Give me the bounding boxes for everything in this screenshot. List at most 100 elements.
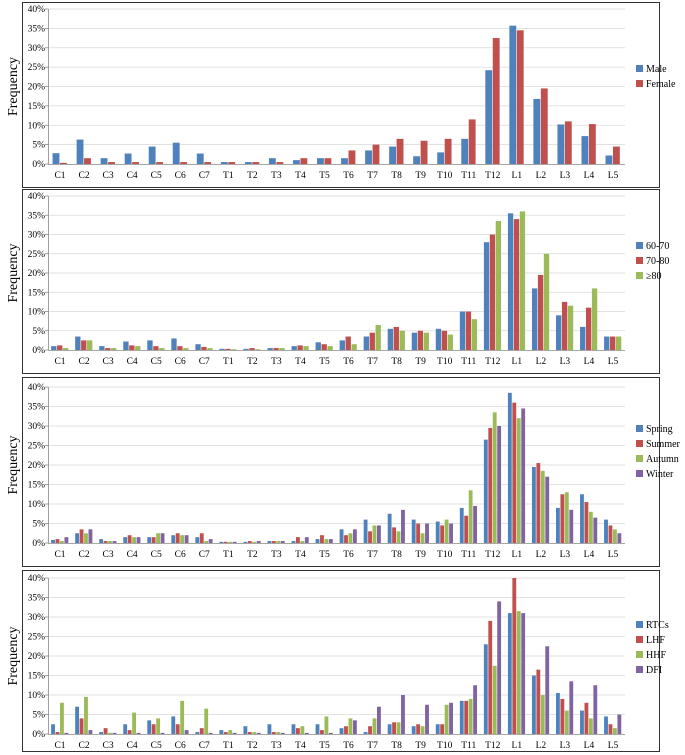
x-tick-label: T5 <box>319 357 330 367</box>
bar <box>425 704 429 734</box>
bar <box>339 529 344 543</box>
y-axis-title: Frequency <box>6 57 21 116</box>
bar <box>537 274 544 350</box>
bar <box>612 529 617 543</box>
bar <box>495 221 502 350</box>
bar <box>279 348 285 350</box>
bar <box>344 726 348 734</box>
bar <box>519 211 526 350</box>
bar <box>324 539 329 543</box>
bar <box>564 710 569 734</box>
series-DFI <box>64 601 622 734</box>
x-tick-label: L5 <box>608 171 619 181</box>
bar <box>608 525 613 543</box>
bar <box>617 714 622 734</box>
x-tick-label: C2 <box>79 357 90 367</box>
x-tick-label: T4 <box>295 171 306 181</box>
x-tick-label: T1 <box>223 171 234 181</box>
x-tick-label: T2 <box>247 741 258 751</box>
bar <box>377 525 381 543</box>
y-tick-label: 30% <box>28 613 46 623</box>
series-Summer <box>55 402 613 543</box>
legend-swatch <box>636 80 643 87</box>
bar <box>444 519 449 543</box>
x-tick-label: T4 <box>295 550 306 560</box>
bar <box>363 336 369 350</box>
bar <box>604 519 608 543</box>
x-tick-label: T11 <box>461 550 476 560</box>
bar <box>471 319 478 350</box>
bar <box>108 541 112 543</box>
bar <box>588 124 596 164</box>
x-tick-label: T1 <box>223 741 234 751</box>
bar <box>295 537 300 543</box>
bar <box>87 340 93 350</box>
x-tick-label: L5 <box>608 741 619 751</box>
bar <box>76 139 84 164</box>
bar <box>468 698 473 734</box>
legend-label: DFI <box>646 665 662 676</box>
series-≥80 <box>62 211 622 350</box>
x-tick-label: L1 <box>512 357 523 367</box>
bar <box>151 537 156 543</box>
bar <box>304 537 309 543</box>
bar <box>464 700 469 734</box>
y-tick-label: 30% <box>28 231 46 241</box>
bar <box>444 704 449 734</box>
y-tick-label: 25% <box>28 633 46 643</box>
bar <box>228 541 233 543</box>
bar <box>123 341 129 350</box>
bar <box>351 344 357 350</box>
bar <box>247 732 252 734</box>
legend-swatch <box>636 651 643 658</box>
bar <box>232 541 237 543</box>
bar <box>172 142 180 164</box>
bar <box>521 408 526 543</box>
bar <box>195 732 200 734</box>
y-tick-label: 0% <box>32 730 45 740</box>
bar <box>545 476 550 543</box>
bar <box>79 718 84 734</box>
bar <box>531 675 536 734</box>
y-tick-label: 20% <box>28 461 46 471</box>
bar <box>267 724 272 734</box>
series-70-80 <box>57 219 616 350</box>
x-tick-label: T1 <box>223 357 234 367</box>
legend-swatch <box>636 257 643 264</box>
x-tick-label: T6 <box>343 550 354 560</box>
bar <box>320 535 324 543</box>
x-tick-label: L4 <box>584 357 595 367</box>
bar <box>79 529 84 543</box>
x-tick-label: C3 <box>103 741 114 751</box>
bar <box>440 724 445 734</box>
x-tick-label: T12 <box>485 741 501 751</box>
bar <box>580 326 586 350</box>
bar <box>536 669 541 734</box>
bar <box>392 527 397 543</box>
legend-label: 60-70 <box>646 241 669 252</box>
x-tick-label: T9 <box>415 550 426 560</box>
x-tick-label: T3 <box>271 741 282 751</box>
x-tick-label: T6 <box>343 357 354 367</box>
bar <box>175 724 180 734</box>
x-tick-label: C1 <box>54 171 65 181</box>
x-tick-label: L2 <box>536 550 547 560</box>
bar <box>372 718 377 734</box>
y-tick-label: 40% <box>28 383 46 393</box>
bar <box>103 541 108 543</box>
bar <box>60 162 67 164</box>
bar <box>177 346 183 350</box>
x-tick-label: T8 <box>391 357 402 367</box>
bar <box>129 345 135 350</box>
bar <box>449 523 453 543</box>
bar <box>276 162 284 164</box>
x-tick-label: L2 <box>536 171 547 181</box>
x-tick-label: L4 <box>584 741 595 751</box>
bar <box>536 463 541 543</box>
bar <box>159 348 165 350</box>
bar <box>244 162 252 164</box>
bar <box>588 718 593 734</box>
y-tick-label: 20% <box>28 652 46 662</box>
bar <box>569 681 574 734</box>
bar <box>352 529 357 543</box>
